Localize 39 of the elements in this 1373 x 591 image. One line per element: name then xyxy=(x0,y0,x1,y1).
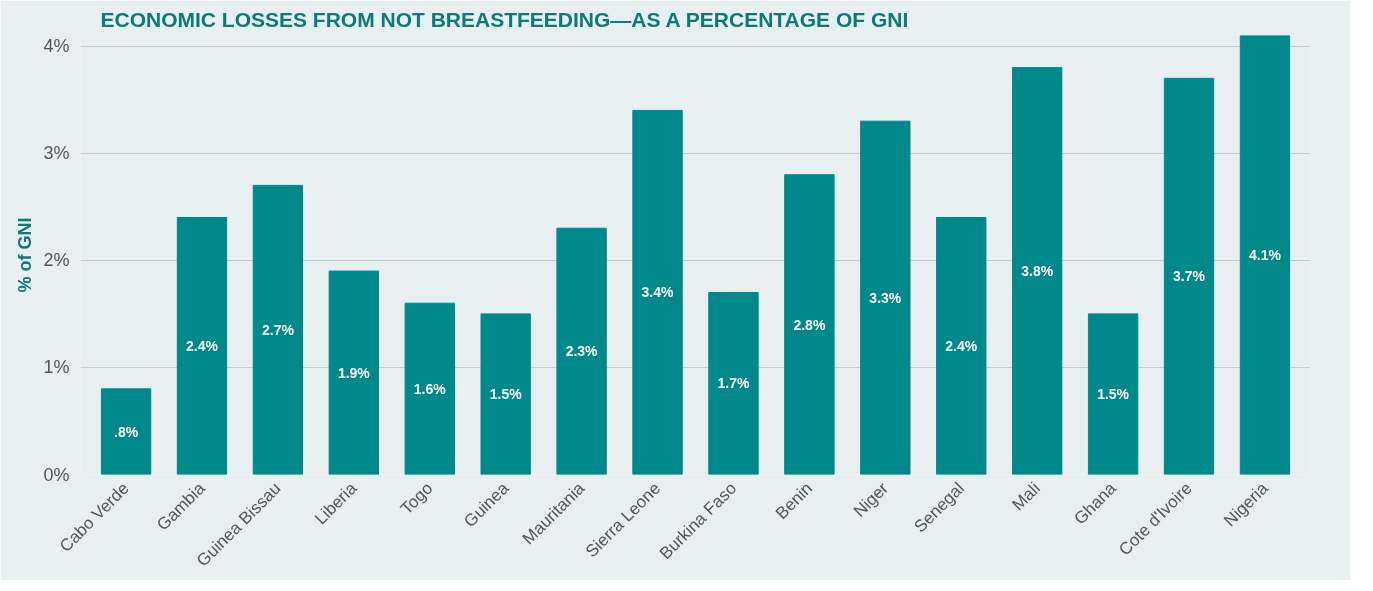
bar xyxy=(1087,313,1139,475)
data-label: 2.4% xyxy=(186,338,219,355)
bar xyxy=(860,120,911,475)
data-label: 2.7% xyxy=(261,321,295,338)
chart-title: ECONOMIC LOSSES FROM NOT BREASTFEEDING—AS A PERCENTAGE OF GNI xyxy=(100,7,909,31)
bar xyxy=(100,388,152,475)
data-label: 3.4% xyxy=(641,284,675,301)
y-tick-label: 4% xyxy=(43,36,70,57)
data-label: 2.8% xyxy=(793,316,826,333)
data-label: 2.4% xyxy=(945,338,978,355)
bar xyxy=(1239,35,1291,475)
y-tick-label: 0% xyxy=(43,464,70,485)
data-label: 3.8% xyxy=(1021,263,1054,280)
data-label: 1.9% xyxy=(337,364,371,381)
y-axis-title: % of GNI xyxy=(15,217,36,293)
bar xyxy=(328,270,380,475)
bar xyxy=(480,313,531,475)
bar xyxy=(1163,77,1215,475)
data-label: 1.5% xyxy=(1097,386,1130,403)
data-label: 3.3% xyxy=(869,289,902,306)
bar xyxy=(252,184,304,475)
data-label: 2.3% xyxy=(565,343,599,360)
bar xyxy=(632,109,683,475)
y-tick-label: 3% xyxy=(43,143,70,164)
data-label: 1.7% xyxy=(717,375,750,392)
bar xyxy=(1011,67,1063,475)
data-label: 1.5% xyxy=(489,386,523,403)
data-label: 3.7% xyxy=(1173,268,1206,285)
bar xyxy=(936,217,987,475)
y-tick-label: 2% xyxy=(43,250,70,271)
data-label: 1.6% xyxy=(413,380,447,397)
data-label: .8% xyxy=(113,423,139,440)
bar xyxy=(784,174,835,475)
bar xyxy=(556,227,607,475)
bar xyxy=(176,217,228,475)
y-tick-label: 1% xyxy=(43,357,70,378)
bar xyxy=(708,291,759,475)
data-label: 4.1% xyxy=(1248,247,1282,263)
bar xyxy=(404,302,455,475)
